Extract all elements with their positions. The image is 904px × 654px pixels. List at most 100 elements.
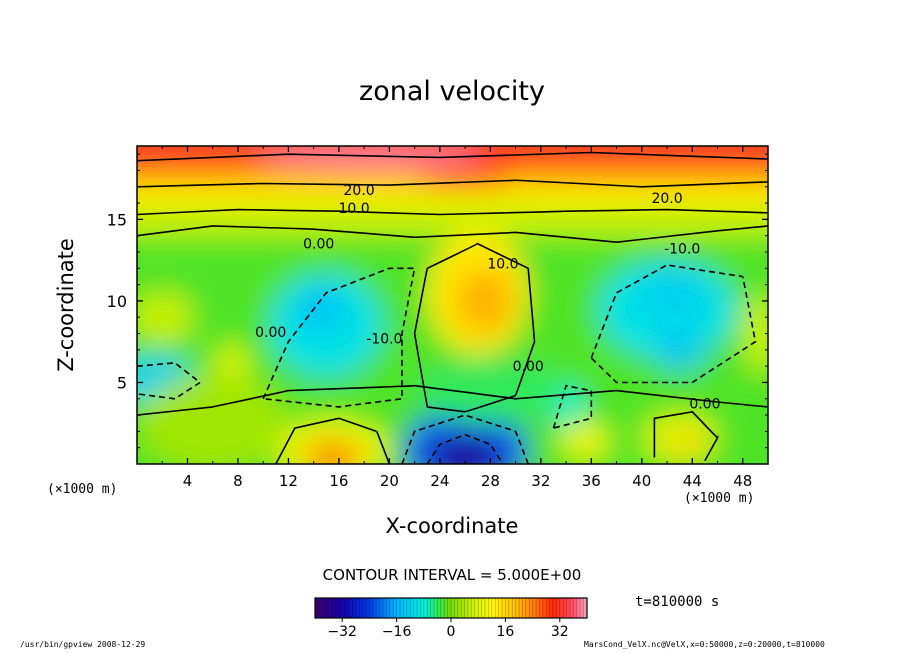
- contour-line: [590, 264, 757, 384]
- y-tick-label: 10: [107, 292, 127, 311]
- contour-labels: 20.0 10.0 0.00 10.0 -10.0 0.00 -10.0 0.00 20.0 0.…: [255, 183, 720, 413]
- contour-line: [137, 151, 768, 162]
- colorbar-segment: [556, 598, 561, 618]
- field-blob: [456, 268, 512, 334]
- colorbar-segment: [532, 598, 537, 618]
- colorbar-segment: [563, 598, 568, 618]
- colorbar-segment: [315, 598, 319, 618]
- contour-label: 20.0: [651, 191, 682, 207]
- time-label: t=810000 s: [635, 594, 720, 610]
- field-blob: [303, 441, 362, 464]
- contour-label: 0.00: [689, 397, 720, 413]
- field-blob: [640, 263, 707, 323]
- chart-title: zonal velocity: [359, 76, 545, 107]
- contour-line: [552, 384, 593, 429]
- contour-line: [137, 225, 768, 244]
- contour-lines: [137, 151, 768, 464]
- x-tick-label: 8: [233, 472, 243, 490]
- colorbar-segment: [335, 598, 340, 618]
- contour-label: 20.0: [344, 183, 375, 199]
- footer-source: MarsCond_VelX.nc@VelX,x=0:50000,z=0:2000…: [584, 640, 825, 649]
- colorbar-segment: [406, 598, 411, 618]
- colorbar-tick-label: 32: [551, 624, 569, 640]
- colorbar-segment: [468, 598, 472, 618]
- y-tick-label: 5: [117, 373, 127, 392]
- contour-label: 0.00: [255, 325, 286, 341]
- x-unit-label-right: (×1000 m): [684, 491, 755, 506]
- colorbar-segment: [546, 598, 551, 618]
- contour-line: [137, 208, 768, 216]
- colorbar-tick-label: −32: [327, 624, 357, 640]
- colorbar-segment: [553, 598, 557, 618]
- colorbar-segment: [451, 598, 455, 618]
- colorbar-segment: [393, 598, 398, 618]
- contour-line: [426, 433, 504, 464]
- colorbar-segment: [536, 598, 540, 618]
- contour-label: 10.0: [338, 201, 369, 217]
- colorbar-segment: [488, 598, 493, 618]
- velocity-field: [137, 146, 768, 464]
- x-tick-label: 16: [329, 472, 348, 490]
- field-band: [137, 203, 768, 236]
- contour-label: -10.0: [664, 242, 700, 258]
- field-blob: [654, 328, 705, 372]
- colorbar-segment: [321, 598, 326, 618]
- colorbar-segment: [417, 598, 421, 618]
- field-blob: [137, 291, 194, 344]
- colorbar-segment: [457, 598, 462, 618]
- field-band: [137, 180, 768, 204]
- colorbar-segment: [386, 598, 391, 618]
- colorbar-segment: [508, 598, 513, 618]
- x-axis-label: X-coordinate: [385, 514, 519, 538]
- contour-line: [413, 242, 536, 413]
- x-tick-label: 28: [481, 472, 500, 490]
- colorbar-segment: [583, 598, 588, 618]
- colorbar-segment: [427, 598, 432, 618]
- x-tick-label: 20: [380, 472, 399, 490]
- y-tick-label: 15: [107, 210, 127, 229]
- colorbar-segment: [485, 598, 489, 618]
- colorbar-segment: [332, 598, 336, 618]
- colorbar-segment: [400, 598, 404, 618]
- colorbar-segment: [481, 598, 486, 618]
- field-blob: [137, 374, 289, 464]
- colorbar-segment: [434, 598, 438, 618]
- colorbar-segment: [352, 598, 357, 618]
- colorbar-segment: [376, 598, 381, 618]
- x-tick-label: 36: [582, 472, 601, 490]
- colorbar-segment: [505, 598, 510, 618]
- field-blob: [559, 421, 611, 461]
- contour-line: [275, 417, 391, 464]
- colorbar-segment: [495, 598, 500, 618]
- colorbar-segment: [576, 598, 581, 618]
- x-tick-label: 44: [683, 472, 702, 490]
- colorbar-segment: [515, 598, 520, 618]
- colorbar-segment: [369, 598, 374, 618]
- field-blob: [429, 436, 501, 464]
- contour-label: -10.0: [366, 331, 402, 347]
- colorbar-segment: [420, 598, 425, 618]
- x-tick-label: 24: [430, 472, 449, 490]
- colorbar-segment: [359, 598, 364, 618]
- contour-interval-label: CONTOUR INTERVAL = 5.000E+00: [322, 566, 582, 584]
- colorbar-segment: [345, 598, 350, 618]
- field-blob: [256, 146, 485, 169]
- colorbar-segment: [413, 598, 418, 618]
- colorbar-segment: [512, 598, 517, 618]
- x-unit-label-left: (×1000 m): [47, 482, 118, 497]
- colorbar-tick-label: 16: [496, 624, 514, 640]
- colorbar-segment: [559, 598, 564, 618]
- field-blob: [414, 358, 567, 424]
- colorbar-segment: [573, 598, 578, 618]
- contour-line: [653, 410, 719, 462]
- colorbar-segment: [478, 598, 483, 618]
- colorbar-segment: [570, 598, 574, 618]
- colorbar-segment: [342, 598, 347, 618]
- colorbar-segment: [491, 598, 496, 618]
- x-tick-label: 40: [632, 472, 651, 490]
- colorbar-segment: [566, 598, 571, 618]
- colorbar-segment: [502, 598, 506, 618]
- colorbar-segment: [318, 598, 323, 618]
